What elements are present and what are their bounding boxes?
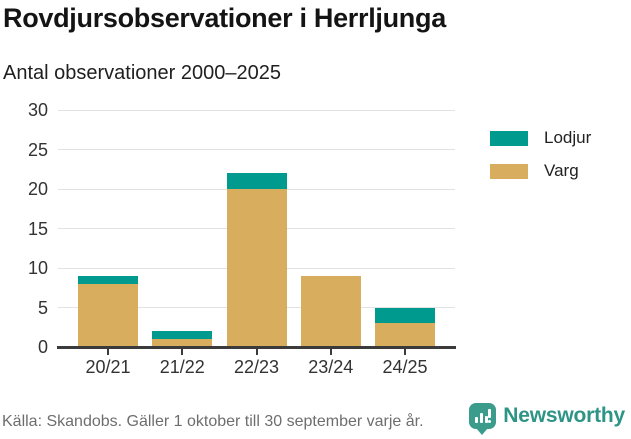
newsworthy-logo[interactable]: Newsworthy xyxy=(469,403,625,435)
newsworthy-wordmark: Newsworthy xyxy=(503,404,625,427)
icon-bar-1 xyxy=(475,417,479,423)
legend: Lodjur Varg xyxy=(490,128,591,181)
legend-label: Lodjur xyxy=(544,128,592,147)
y-tick-label: 25 xyxy=(27,139,48,160)
legend-swatch-lodjur xyxy=(490,130,528,146)
x-tick-21/22 xyxy=(181,349,184,355)
x-tick-label: 22/23 xyxy=(233,357,280,377)
icon-bar-3 xyxy=(485,416,489,423)
legend-label: Varg xyxy=(544,161,579,180)
y-tick-label: 15 xyxy=(27,218,48,239)
icon-exclamation-dot xyxy=(488,420,492,423)
bar-segment-lodjur-20/21 xyxy=(78,275,138,284)
plot-area xyxy=(58,109,455,347)
bar-segment-lodjur-22/23 xyxy=(226,173,287,189)
gridline-y-25 xyxy=(58,149,455,150)
bar-segment-varg-21/22 xyxy=(152,339,213,347)
legend-item-varg: Varg xyxy=(490,161,591,181)
bar-segment-varg-22/23 xyxy=(226,189,287,347)
x-tick-20/21 xyxy=(107,349,109,355)
bar-segment-varg-23/24 xyxy=(300,275,361,347)
x-tick-label: 24/25 xyxy=(382,357,428,377)
x-axis-line xyxy=(57,346,456,349)
page-title: Rovdjursobservationer i Herrljunga xyxy=(3,3,446,33)
y-tick-label: 20 xyxy=(27,179,48,199)
x-tick-23/24 xyxy=(329,349,332,355)
icon-bar-2 xyxy=(480,413,484,423)
newsworthy-bubble-chart-icon xyxy=(469,403,497,435)
y-tick-label: 10 xyxy=(27,258,48,278)
x-tick-24/25 xyxy=(404,349,406,355)
bar-segment-varg-20/21 xyxy=(78,283,138,347)
bar-segment-lodjur-24/25 xyxy=(375,307,435,324)
y-tick-label: 0 xyxy=(37,337,48,357)
source-note: Källa: Skandobs. Gäller 1 oktober till 3… xyxy=(2,413,424,430)
legend-swatch-varg xyxy=(490,163,528,179)
y-tick-label: 5 xyxy=(37,297,48,318)
x-tick-label: 23/24 xyxy=(308,357,354,377)
gridline-y-30 xyxy=(58,109,455,111)
bar-segment-varg-24/25 xyxy=(375,323,435,347)
bar-segment-lodjur-21/22 xyxy=(152,331,213,340)
icon-exclamation xyxy=(488,409,492,418)
y-tick-label: 30 xyxy=(27,100,48,120)
chart-subtitle: Antal observationer 2000–2025 xyxy=(3,62,281,84)
x-tick-22/23 xyxy=(255,349,258,355)
x-tick-label: 20/21 xyxy=(85,357,131,377)
x-tick-label: 21/22 xyxy=(159,357,205,377)
legend-item-lodjur: Lodjur xyxy=(490,128,591,148)
